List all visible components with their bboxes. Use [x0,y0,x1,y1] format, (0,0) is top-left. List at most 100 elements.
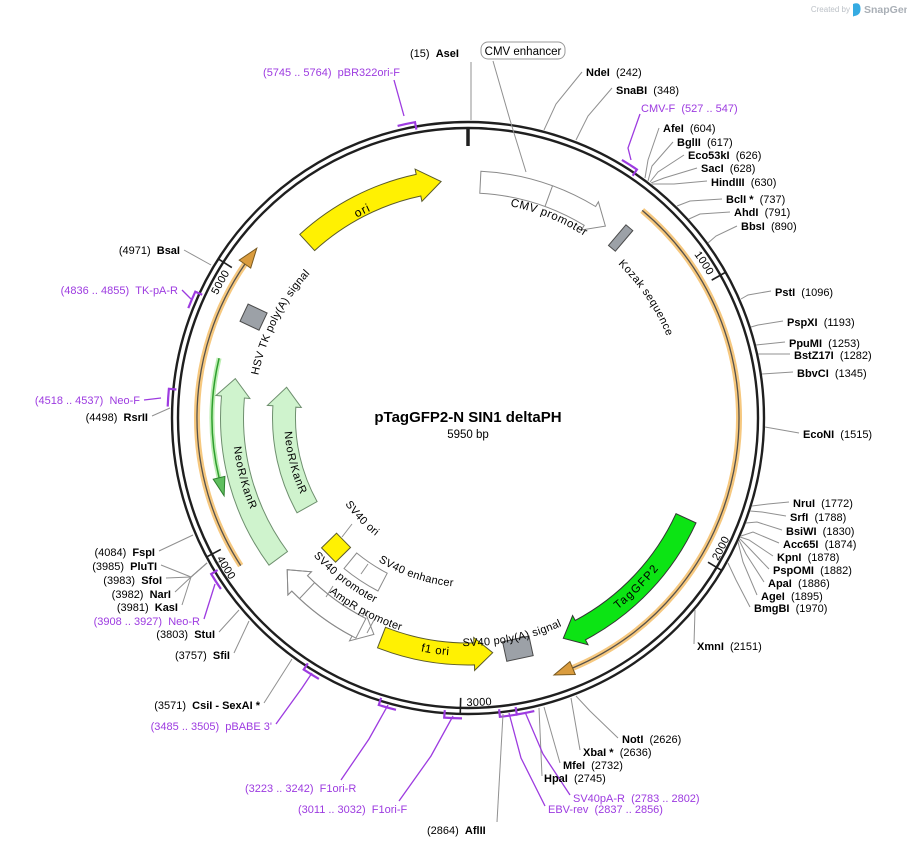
orf-right[interactable] [552,208,742,676]
leader-xmni [693,609,696,645]
site-label-bglii[interactable]: BglII (617) [677,137,733,149]
orf-left[interactable] [193,246,258,568]
site-label-sv40pa-r[interactable]: SV40pA-R (2783 .. 2802) [573,793,700,805]
primer-mark-neo-f-icon[interactable] [166,387,177,407]
site-label-stui[interactable]: (3803) StuI [156,629,215,641]
feature-ori[interactable] [299,168,442,252]
site-label-acc65i[interactable]: Acc65I (1874) [783,539,856,551]
site-label-pspxi[interactable]: PspXI (1193) [787,317,855,329]
leader-sv40pa-r [524,711,571,796]
site-label-asei[interactable]: (15) AseI [410,48,459,60]
leader-bsiwi [745,521,783,531]
feature-sv40-ori[interactable] [320,532,352,563]
site-label-bsiwi[interactable]: BsiWI (1830) [786,526,854,538]
plasmid-title: pTagGFP2-N SIN1 deltaPH [374,409,561,426]
site-label-ndei[interactable]: NdeI (242) [586,67,642,79]
site-label-kasi[interactable]: (3981) KasI [117,602,178,614]
cmv-enhancer-label-box[interactable] [480,41,566,60]
site-label-neo-f[interactable]: (4518 .. 4537) Neo-F [35,395,140,407]
site-label-bbvci[interactable]: BbvCI (1345) [797,368,867,380]
feature-cmv-promoter[interactable] [479,170,607,231]
feature-taggfp2[interactable] [562,513,697,646]
site-label-f1ori-r[interactable]: (3223 .. 3242) F1ori-R [245,783,356,795]
primer-mark-neo-r-icon[interactable] [209,569,222,590]
site-label-pbr322ori-f[interactable]: (5745 .. 5764) pBR322ori-F [263,67,400,79]
leader-sfoi [165,562,208,579]
site-label-nrui[interactable]: NruI (1772) [793,498,853,510]
site-label-snabi[interactable]: SnaBI (348) [616,85,679,97]
site-label-xbai[interactable]: XbaI * (2636) [583,747,652,759]
site-label-hpai[interactable]: HpaI (2745) [544,773,606,785]
leader-neo-f [143,397,162,401]
site-label-sfoi[interactable]: (3983) SfoI [103,575,162,587]
site-label-nari[interactable]: (3982) NarI [112,589,171,601]
site-label-mfei[interactable]: MfeI (2732) [563,760,623,772]
orf-left-green-core [211,358,220,478]
primer-mark-pbr322ori-f-icon[interactable] [397,120,418,130]
site-label-apai[interactable]: ApaI (1886) [768,578,830,590]
site-label-econi[interactable]: EcoNI (1515) [803,429,872,441]
site-label-hindiii[interactable]: HindIII (630) [711,177,776,189]
site-label-ahdi[interactable]: AhdI (791) [734,207,790,219]
primer-mark-f1ori-f-icon[interactable] [443,710,463,720]
site-label-sfii[interactable]: (3757) SfiI [175,650,230,662]
feature-kozak-sequence[interactable] [607,224,634,252]
primer-mark-pbabe-3-icon[interactable] [302,662,320,680]
leader-ebv-rev [508,712,546,807]
site-label-eco53ki[interactable]: Eco53kI (626) [688,150,761,162]
leader-cmv-enhancer [492,60,527,173]
feature-label-kozak-sequence-2: Kozak sequence [616,258,676,338]
site-label-bcli[interactable]: BclI * (737) [726,194,785,206]
feature-hsv-tk-polya[interactable] [239,303,268,331]
feature-f1-ori[interactable] [376,626,494,672]
leader-eco53ki [649,154,685,183]
site-label-pbabe-3[interactable]: (3485 .. 3505) pBABE 3' [151,721,272,733]
site-label-rsrii[interactable]: (4498) RsrII [86,412,148,424]
site-label-xmni[interactable]: XmnI (2151) [697,641,762,653]
site-label-bmgbi[interactable]: BmgBI (1970) [754,603,827,615]
connector-line-2 [325,585,334,598]
site-label-bbsi[interactable]: BbsI (890) [741,221,797,233]
feature-neor-kanr-inner[interactable] [266,386,318,514]
primer-mark-cmv-f-icon[interactable] [621,158,639,177]
orf-left-arrowhead-icon [238,246,258,269]
site-label-cmv-f[interactable]: CMV-F (527 .. 547) [641,103,738,115]
site-label-neo-r[interactable]: (3908 .. 3927) Neo-R [94,616,200,628]
primer-mark-f1ori-r-icon[interactable] [377,697,397,711]
feature-sv40-enhancer[interactable] [343,552,388,592]
site-label-kpni[interactable]: KpnI (1878) [777,552,839,564]
site-label-pluti[interactable]: (3985) PluTI [92,561,157,573]
site-label-psti[interactable]: PstI (1096) [775,287,833,299]
connector-line-0 [341,523,353,538]
site-label-tk-pa-r[interactable]: (4836 .. 4855) TK-pA-R [61,285,178,297]
site-label-f1ori-f[interactable]: (3011 .. 3032) F1ori-F [298,804,408,816]
leader-pspomi [739,538,770,570]
site-label-saci[interactable]: SacI (628) [701,163,755,175]
leader-pspxi [750,320,784,328]
site-label-noti[interactable]: NotI (2626) [622,734,681,746]
site-label-bstz17i[interactable]: BstZ17I (1282) [794,350,872,362]
site-label-bsai[interactable]: (4971) BsaI [119,245,180,257]
leader-mfei [543,706,561,764]
site-labels: (15) AseI NdeI (242) SnaBI (348) CMV-F (527… [35,48,872,837]
site-label-aflii[interactable]: (2864) AflII [427,825,486,837]
feature-sv40-polya[interactable] [501,635,534,662]
cmv-enhancer-label: CMV enhancer [485,46,562,58]
leader-srfi [749,510,787,517]
primer-mark-ebv-rev-icon[interactable] [498,709,518,719]
site-label-agei[interactable]: AgeI (1895) [761,591,823,603]
feature-neor-kanr-outer[interactable] [214,377,289,566]
site-label-fspi[interactable]: (4084) FspI [94,547,155,559]
site-label-srfi[interactable]: SrfI (1788) [790,512,846,524]
site-label-pspomi[interactable]: PspOMI (1882) [773,565,852,577]
site-label-ebv-rev[interactable]: EBV-rev (2837 .. 2856) [548,804,663,816]
feature-label-taggfp2-3: TagGFP2 [612,562,662,612]
orf-left-green[interactable] [209,357,226,498]
leader-cmv-f [627,113,641,161]
leader-nrui [751,501,790,507]
primer-mark-tk-pa-r-icon[interactable] [187,290,203,309]
site-label-ppumi[interactable]: PpuMI (1253) [789,338,860,350]
site-label-afei[interactable]: AfeI (604) [663,123,716,135]
site-label-csii-sexai[interactable]: (3571) CsiI - SexAI * [154,700,260,712]
